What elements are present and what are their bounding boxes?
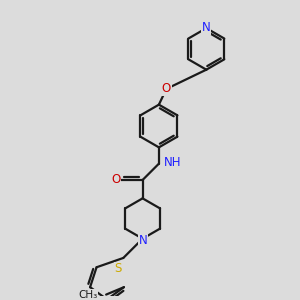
Text: NH: NH [164, 156, 182, 169]
Text: S: S [114, 262, 122, 275]
Text: N: N [202, 21, 211, 34]
Text: N: N [139, 234, 148, 247]
Text: CH₃: CH₃ [79, 290, 98, 300]
Text: O: O [162, 82, 171, 95]
Text: O: O [111, 173, 121, 187]
